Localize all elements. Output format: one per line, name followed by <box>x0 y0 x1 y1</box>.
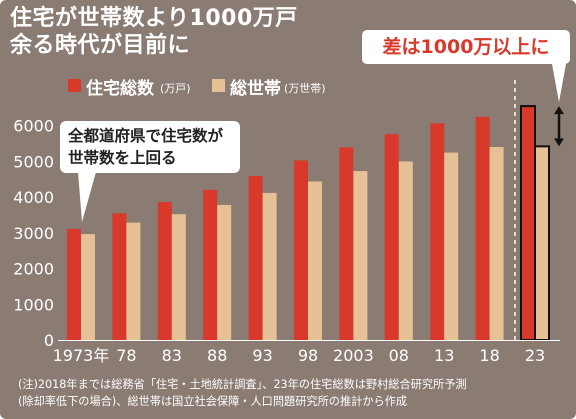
callout-box: 全都道府県で住宅数が 世帯数を上回る <box>60 121 240 173</box>
legend-swatch-households <box>212 79 225 92</box>
bar-households <box>308 181 322 340</box>
x-tick-label: 23 <box>525 346 545 365</box>
bar-housing <box>112 213 127 340</box>
footnote-line1: (注)2018年までは総務省「住宅・土地統計調査」、23年の住宅総数は野村総合研… <box>18 378 467 391</box>
bar-housing <box>520 105 536 341</box>
difference-arrow-head-up <box>554 106 564 115</box>
x-tick-label: 13 <box>434 346 454 365</box>
bar-households <box>534 145 550 341</box>
bar-housing <box>248 176 263 340</box>
chart-title-line1: 住宅が世帯数より1000万戸 <box>10 6 298 31</box>
legend-label-households: 総世帯 <box>230 79 281 99</box>
bar-households <box>81 234 95 340</box>
difference-badge: 差は1000万以上に <box>362 30 570 64</box>
x-tick-label: 08 <box>389 346 409 365</box>
callout-line2: 世帯数を上回る <box>68 149 177 167</box>
x-tick-label: 83 <box>162 346 182 365</box>
bar-households <box>489 147 504 340</box>
chart-title-line2: 余る時代が目前に <box>10 33 191 58</box>
y-tick-label: 2000 <box>13 260 54 279</box>
bar-housing <box>339 147 354 340</box>
x-tick-label: 2003 <box>333 346 374 365</box>
x-tick-label: 78 <box>116 346 136 365</box>
legend-swatch-housing <box>68 79 81 92</box>
bar-housing <box>203 189 218 340</box>
x-tick-label: 98 <box>298 346 318 365</box>
footnote-line2: (除却率低下の場合)、総世帯は国立社会保障・人口問題研究所の推計から作成 <box>18 395 408 408</box>
bar-households <box>126 222 141 340</box>
bar-housing <box>430 123 445 340</box>
bar-households <box>171 214 186 340</box>
bar-housing <box>475 116 490 340</box>
x-tick-label: 93 <box>252 346 272 365</box>
x-tick-label: 18 <box>479 346 499 365</box>
bar-households <box>262 192 277 340</box>
y-tick-label: 4000 <box>13 188 54 207</box>
bar-housing <box>67 229 81 340</box>
y-tick-label: 3000 <box>13 224 54 243</box>
bar-housing <box>384 134 399 340</box>
difference-arrow-head-down <box>554 138 564 147</box>
badge-pointer <box>552 64 566 103</box>
bar-households <box>353 171 368 340</box>
y-tick-label: 0 <box>44 331 54 350</box>
x-tick-label: 88 <box>207 346 227 365</box>
legend-unit-households: (万世帯) <box>284 82 326 95</box>
legend-unit-housing: (万戸) <box>160 82 191 95</box>
callout-line1: 全都道府県で住宅数が <box>68 127 224 145</box>
bar-housing <box>157 202 172 340</box>
callout-pointer <box>78 172 96 222</box>
y-tick-label: 5000 <box>13 152 54 171</box>
legend-label-housing: 住宅総数 <box>86 79 154 99</box>
bar-households <box>444 152 459 340</box>
bar-households <box>217 204 232 340</box>
bar-households <box>398 161 413 340</box>
bar-housing <box>294 160 308 340</box>
y-tick-label: 1000 <box>13 295 54 314</box>
y-tick-label: 6000 <box>13 117 54 136</box>
x-tick-label: 1973年 <box>53 346 110 365</box>
